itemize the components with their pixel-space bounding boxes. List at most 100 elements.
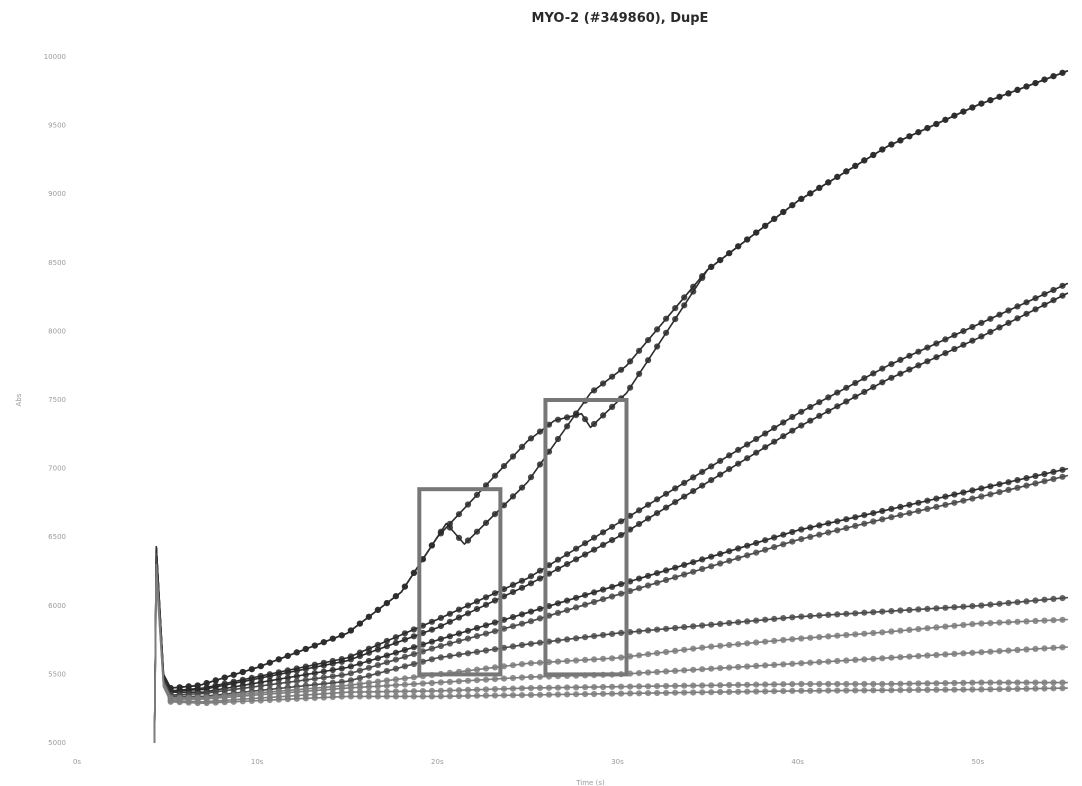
data-point [482, 665, 490, 672]
data-point [338, 632, 345, 639]
data-point [1050, 617, 1057, 624]
data-point [401, 675, 408, 682]
y-axis-label: Abs [15, 393, 23, 406]
data-point [618, 518, 625, 525]
data-point [654, 496, 661, 503]
data-point [194, 699, 201, 707]
data-point [780, 615, 787, 622]
data-point [690, 666, 697, 673]
data-point [861, 375, 868, 382]
data-point [356, 667, 363, 674]
data-point [717, 257, 724, 264]
data-point [230, 671, 237, 678]
data-point [897, 503, 904, 510]
data-point [960, 497, 967, 504]
data-point [915, 606, 922, 613]
data-point [600, 655, 607, 662]
data-point [852, 631, 859, 638]
data-point [609, 655, 616, 662]
data-point [564, 414, 571, 421]
data-point [1041, 478, 1048, 485]
data-point [843, 680, 850, 688]
data-point [924, 686, 931, 694]
data-point [645, 669, 652, 676]
data-point [311, 670, 318, 677]
data-point [419, 629, 426, 637]
y-tick-label: 7500 [48, 396, 66, 404]
data-point [933, 503, 940, 510]
data-point [690, 645, 697, 652]
data-point [663, 648, 670, 656]
data-point [374, 693, 381, 700]
data-point [428, 645, 435, 652]
data-point [1014, 484, 1021, 491]
data-point [843, 398, 850, 405]
data-point [518, 661, 526, 668]
data-point [302, 676, 309, 684]
data-point [536, 615, 544, 622]
data-point [1041, 617, 1048, 624]
data-point [636, 520, 643, 528]
data-point [897, 356, 904, 363]
data-point [554, 435, 562, 443]
data-point [861, 680, 868, 688]
data-point [717, 620, 724, 628]
data-point [482, 594, 490, 601]
data-point [987, 648, 994, 655]
series-layer [153, 69, 1069, 744]
data-point [681, 302, 688, 309]
data-point [996, 93, 1003, 100]
data-point [996, 686, 1003, 693]
data-point [663, 329, 670, 336]
data-point [491, 619, 499, 626]
data-point [473, 666, 481, 673]
data-point [717, 682, 724, 689]
data-point [753, 617, 760, 624]
data-point [564, 423, 571, 430]
data-point [1041, 301, 1048, 308]
data-point [699, 468, 706, 475]
data-point [347, 670, 354, 677]
data-point [401, 688, 408, 695]
data-point [518, 584, 526, 591]
data-point [437, 687, 444, 694]
data-point [564, 684, 571, 691]
data-point [257, 663, 264, 670]
data-point [690, 689, 697, 696]
data-point [996, 679, 1003, 686]
data-point [942, 686, 949, 693]
data-point [861, 388, 868, 395]
data-point [428, 679, 435, 687]
data-point [437, 654, 444, 661]
data-point [753, 549, 760, 556]
data-point [1050, 644, 1057, 651]
data-point [329, 673, 336, 680]
data-point [636, 507, 643, 514]
data-point [564, 597, 571, 604]
data-point [996, 619, 1003, 626]
data-point [1041, 470, 1048, 478]
data-point [735, 460, 742, 467]
data-point [383, 677, 390, 684]
data-point [924, 652, 931, 659]
data-point [780, 661, 787, 668]
data-point [392, 656, 399, 663]
data-point [906, 509, 913, 517]
data-point [807, 659, 814, 666]
data-point [843, 657, 850, 664]
data-point [437, 679, 444, 686]
data-point [852, 162, 859, 169]
data-point [410, 674, 417, 681]
data-point [374, 655, 381, 662]
data-point [699, 666, 706, 673]
data-point [798, 422, 805, 429]
data-point [663, 315, 670, 322]
data-point [455, 651, 463, 658]
data-point [609, 373, 616, 380]
data-point [564, 657, 571, 665]
data-point [509, 614, 517, 621]
data-point [536, 575, 544, 582]
data-point [473, 624, 481, 632]
data-point [951, 604, 958, 611]
data-point [383, 688, 390, 695]
